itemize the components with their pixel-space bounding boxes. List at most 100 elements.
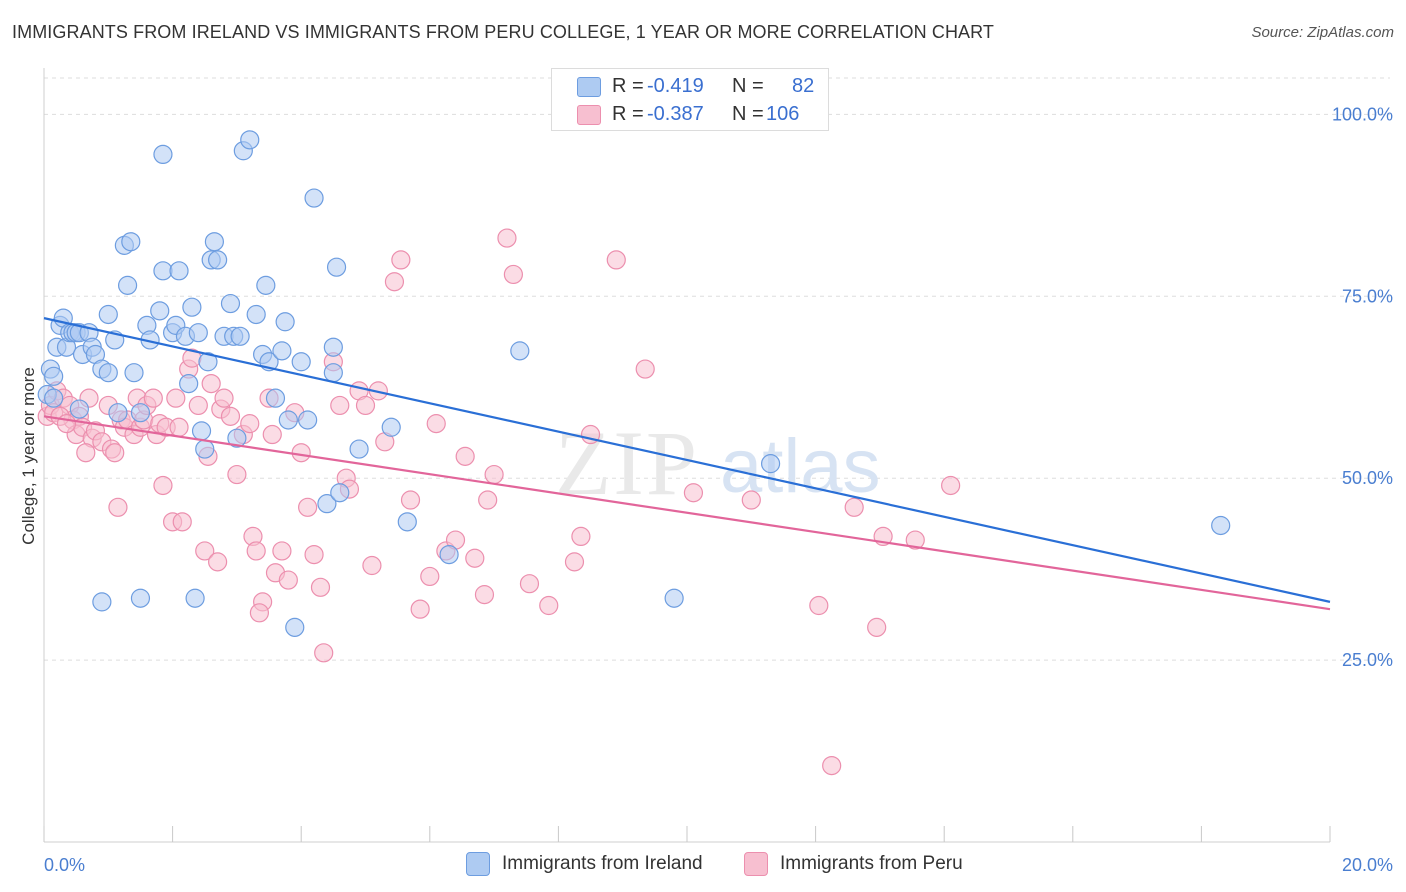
- point-peru: [484, 464, 504, 485]
- point-ireland: [1211, 515, 1231, 536]
- point-peru: [153, 475, 173, 496]
- point-peru: [298, 497, 318, 517]
- point-peru: [355, 395, 376, 416]
- tick-labels: 25.0% 50.0% 75.0% 100.0% 0.0% 20.0%: [44, 104, 1393, 875]
- point-ireland: [182, 297, 202, 317]
- point-peru: [249, 603, 270, 623]
- point-peru: [905, 530, 925, 550]
- point-peru: [391, 250, 411, 270]
- y-tick-label: 50.0%: [1342, 468, 1393, 488]
- point-peru: [246, 541, 266, 561]
- point-peru: [362, 555, 382, 576]
- point-ireland: [323, 337, 343, 357]
- trendline-peru: [43, 415, 1331, 611]
- point-ireland: [298, 410, 318, 430]
- point-peru: [683, 483, 704, 503]
- point-ireland: [69, 399, 89, 419]
- y-tick-label: 75.0%: [1342, 286, 1393, 306]
- point-peru: [310, 577, 331, 597]
- point-peru: [143, 388, 163, 408]
- point-ireland: [272, 341, 292, 361]
- point-ireland: [664, 588, 684, 608]
- point-peru: [426, 414, 446, 434]
- point-peru: [539, 595, 559, 616]
- point-ireland: [44, 366, 64, 386]
- point-peru: [330, 395, 350, 416]
- source-label: Source: ZipAtlas.com: [1251, 24, 1394, 41]
- point-ireland: [230, 326, 250, 346]
- point-peru: [278, 570, 298, 590]
- point-ireland: [439, 544, 459, 565]
- point-ireland: [98, 363, 118, 383]
- point-peru: [304, 544, 324, 565]
- trendline-ireland: [43, 317, 1331, 603]
- n-value-ireland: 82: [792, 74, 815, 97]
- point-peru: [497, 228, 517, 248]
- point-peru: [410, 599, 430, 619]
- point-peru: [465, 548, 485, 568]
- point-ireland: [349, 439, 369, 459]
- chart-title: IMMIGRANTS FROM IRELAND VS IMMIGRANTS FR…: [12, 22, 995, 42]
- point-ireland: [195, 439, 215, 459]
- point-peru: [564, 552, 585, 572]
- legend-item-ireland: Immigrants from Ireland: [466, 850, 703, 878]
- r-label-peru: R =: [612, 102, 644, 125]
- x-tick-label-max: 20.0%: [1342, 855, 1393, 875]
- legend-label-ireland: Immigrants from Ireland: [502, 853, 703, 874]
- watermark: ZIP atlas: [555, 412, 881, 514]
- point-peru: [741, 490, 761, 510]
- point-peru: [384, 272, 405, 292]
- point-ireland: [108, 403, 128, 423]
- point-peru: [169, 417, 189, 437]
- point-ireland: [204, 232, 224, 252]
- point-peru: [201, 374, 221, 394]
- stats-row-ireland: R = -0.419 N = 82: [552, 72, 828, 100]
- x-tick-label-min: 0.0%: [44, 855, 85, 875]
- point-peru: [474, 585, 495, 605]
- point-peru: [76, 443, 96, 463]
- point-peru: [240, 414, 260, 434]
- point-peru: [227, 464, 247, 485]
- point-ireland: [760, 454, 781, 474]
- r-value-peru: -0.387: [647, 102, 704, 125]
- point-peru: [503, 264, 523, 285]
- point-ireland: [92, 592, 112, 612]
- point-ireland: [381, 417, 401, 437]
- r-value-ireland: -0.419: [647, 74, 704, 97]
- y-tick-label: 25.0%: [1342, 650, 1393, 670]
- point-ireland: [330, 483, 350, 503]
- point-ireland: [220, 293, 241, 314]
- legend-label-peru: Immigrants from Peru: [780, 853, 963, 874]
- point-peru: [262, 424, 282, 445]
- point-peru: [867, 617, 887, 637]
- n-label-ireland: N =: [732, 74, 764, 97]
- point-ireland: [326, 257, 347, 277]
- point-peru: [420, 566, 440, 587]
- point-ireland: [265, 388, 286, 408]
- point-ireland: [179, 374, 199, 394]
- point-ireland: [317, 494, 337, 514]
- series-ireland-points: [37, 130, 1231, 637]
- point-peru: [291, 443, 311, 463]
- point-peru: [571, 526, 591, 547]
- point-peru: [519, 574, 540, 594]
- point-ireland: [117, 275, 138, 295]
- point-ireland: [130, 588, 151, 608]
- point-ireland: [188, 323, 208, 343]
- point-ireland: [510, 341, 530, 361]
- point-ireland: [291, 352, 311, 372]
- point-peru: [844, 497, 864, 517]
- grid-lines: [44, 77, 1390, 661]
- y-tick-label: 100.0%: [1332, 104, 1393, 124]
- point-peru: [172, 512, 192, 532]
- point-peru: [208, 552, 228, 572]
- point-peru: [455, 446, 475, 466]
- point-ireland: [323, 363, 343, 383]
- point-peru: [188, 395, 208, 416]
- point-peru: [272, 541, 292, 561]
- point-peru: [400, 490, 421, 510]
- point-ireland: [208, 250, 228, 270]
- point-ireland: [240, 130, 260, 150]
- n-label-peru: N =: [732, 102, 764, 125]
